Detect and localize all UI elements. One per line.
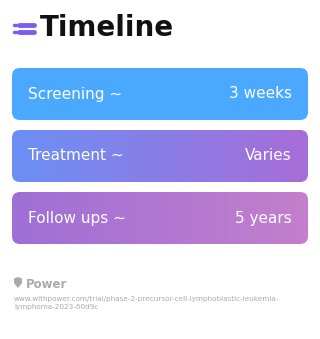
Text: Follow ups ~: Follow ups ~ xyxy=(28,211,126,225)
Text: 3 weeks: 3 weeks xyxy=(229,86,292,101)
Text: Varies: Varies xyxy=(245,148,292,163)
Text: Screening ~: Screening ~ xyxy=(28,86,122,101)
Text: Treatment ~: Treatment ~ xyxy=(28,148,124,163)
Text: Power: Power xyxy=(26,278,68,291)
Text: Timeline: Timeline xyxy=(40,15,174,42)
Text: 5 years: 5 years xyxy=(235,211,292,225)
Polygon shape xyxy=(14,277,22,288)
FancyBboxPatch shape xyxy=(12,68,308,120)
Text: www.withpower.com/trial/phase-2-precursor-cell-lymphoblastic-leukemia-
lymphoma-: www.withpower.com/trial/phase-2-precurso… xyxy=(14,296,279,311)
